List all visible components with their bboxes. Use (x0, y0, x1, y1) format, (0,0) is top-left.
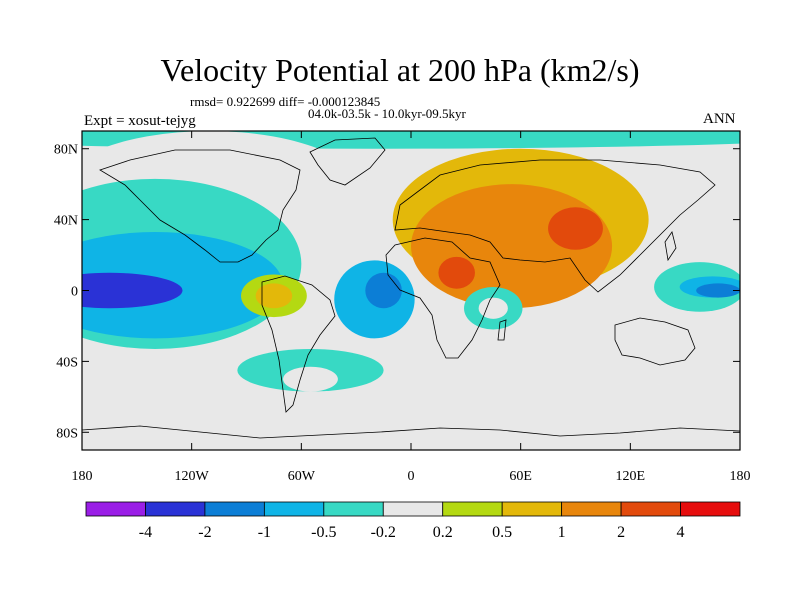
coast-australia (614, 317, 696, 366)
colorbar-swatch-3 (263, 501, 325, 517)
field-region-14 (438, 256, 475, 289)
colorbar-label-7: 1 (558, 524, 566, 541)
y-tick-label-3: 40S (56, 355, 78, 370)
colorbar-swatch-0 (85, 501, 146, 517)
time-period-label: 04.0k-03.5k - 10.0kyr-09.5kyr (308, 106, 466, 121)
colorbar-swatch-8 (561, 501, 622, 517)
colorbar-label-1: -2 (198, 524, 211, 541)
x-tick-label-5: 120E (616, 469, 646, 484)
colorbar-swatch-7 (501, 501, 563, 517)
x-tick-label-4: 60E (509, 469, 532, 484)
colorbar-label-2: -1 (258, 524, 271, 541)
coast-japan (664, 231, 677, 262)
coast-madagascar (497, 319, 507, 341)
coast-greenland (309, 137, 386, 186)
field-region-10 (283, 366, 338, 392)
y-tick-label-4: 80S (56, 426, 78, 441)
chart-title: Velocity Potential at 200 hPa (km2/s) (160, 52, 640, 88)
field-region-19 (696, 283, 740, 298)
coast-north-america (99, 149, 301, 263)
field-region-16 (478, 297, 508, 319)
colorbar: -4 -2 -1 -0.5 -0.2 0.2 0.5 1 2 4 (85, 501, 741, 541)
colorbar-swatch-5 (382, 501, 444, 517)
colorbar-swatch-1 (145, 501, 206, 517)
x-tick-label-2: 60W (288, 469, 316, 484)
colorbar-label-9: 4 (677, 524, 685, 541)
colorbar-label-6: 0.5 (492, 524, 512, 541)
x-tick-label-6: 180 (730, 469, 751, 484)
coast-south-america (261, 275, 336, 413)
colorbar-swatch-4 (323, 501, 384, 517)
colorbar-label-3: -0.5 (311, 524, 336, 541)
field-region-4 (82, 272, 183, 309)
y-tick-label-2: 0 (71, 285, 78, 300)
x-tick-label-1: 120W (175, 469, 210, 484)
coastlines (82, 137, 740, 439)
colorbar-swatch-10 (680, 501, 741, 517)
y-tick-label-0: 80N (54, 143, 78, 158)
rmsd-diff-stats: rmsd= 0.922699 diff= -0.000123845 (190, 94, 381, 109)
x-tick-label-3: 0 (408, 469, 415, 484)
field-layer (82, 131, 740, 450)
coast-eurasia (394, 159, 716, 293)
field-region-13 (548, 207, 603, 250)
colorbar-swatch-2 (204, 501, 265, 517)
season-label: ANN (703, 111, 736, 127)
axis-layer: 180 120W 60W 0 60E 120E 180 80N 40N 0 40S 80S (54, 131, 751, 484)
field-region-8 (255, 283, 293, 309)
colorbar-label-5: 0.2 (433, 524, 453, 541)
coast-africa (385, 237, 501, 359)
experiment-label: Expt = xosut-tejyg (84, 113, 196, 129)
colorbar-swatch-9 (620, 501, 681, 517)
colorbar-label-4: -0.2 (371, 524, 396, 541)
colorbar-label-0: -4 (139, 524, 152, 541)
field-region-6 (365, 272, 402, 309)
colorbar-label-8: 2 (617, 524, 625, 541)
colorbar-swatch-6 (442, 501, 503, 517)
x-tick-label-0: 180 (72, 469, 93, 484)
y-tick-label-1: 40N (54, 214, 78, 229)
coast-antarctica (82, 425, 740, 439)
field-region-3 (82, 232, 284, 339)
